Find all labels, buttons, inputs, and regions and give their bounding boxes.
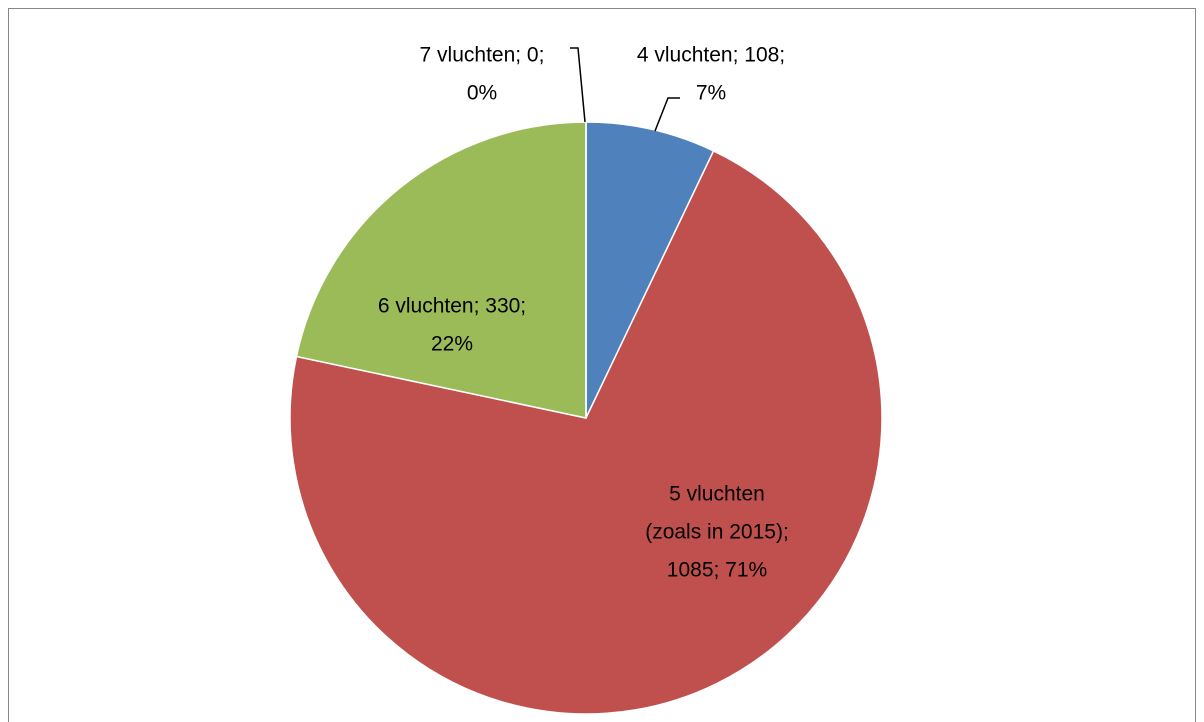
data-label: 0% <box>467 82 497 105</box>
data-label: 4 vluchten; 108; <box>637 44 785 67</box>
data-label: 1085; 71% <box>667 559 767 582</box>
slices <box>289 121 883 715</box>
leader-line <box>570 47 586 123</box>
data-label: (zoals in 2015); <box>645 521 789 544</box>
data-label: 22% <box>431 333 473 356</box>
labels: 4 vluchten; 108; 7% 5 vluchten (zoals in 20… <box>378 44 789 582</box>
data-label: 7% <box>696 82 726 105</box>
pie-slice <box>289 149 883 715</box>
data-label: 7 vluchten; 0; <box>420 44 545 67</box>
leader-line <box>654 97 680 132</box>
pie-slice <box>585 121 715 419</box>
data-label: 5 vluchten <box>669 483 765 506</box>
pie-slice <box>295 121 587 419</box>
data-label: 6 vluchten; 330; <box>378 295 526 318</box>
